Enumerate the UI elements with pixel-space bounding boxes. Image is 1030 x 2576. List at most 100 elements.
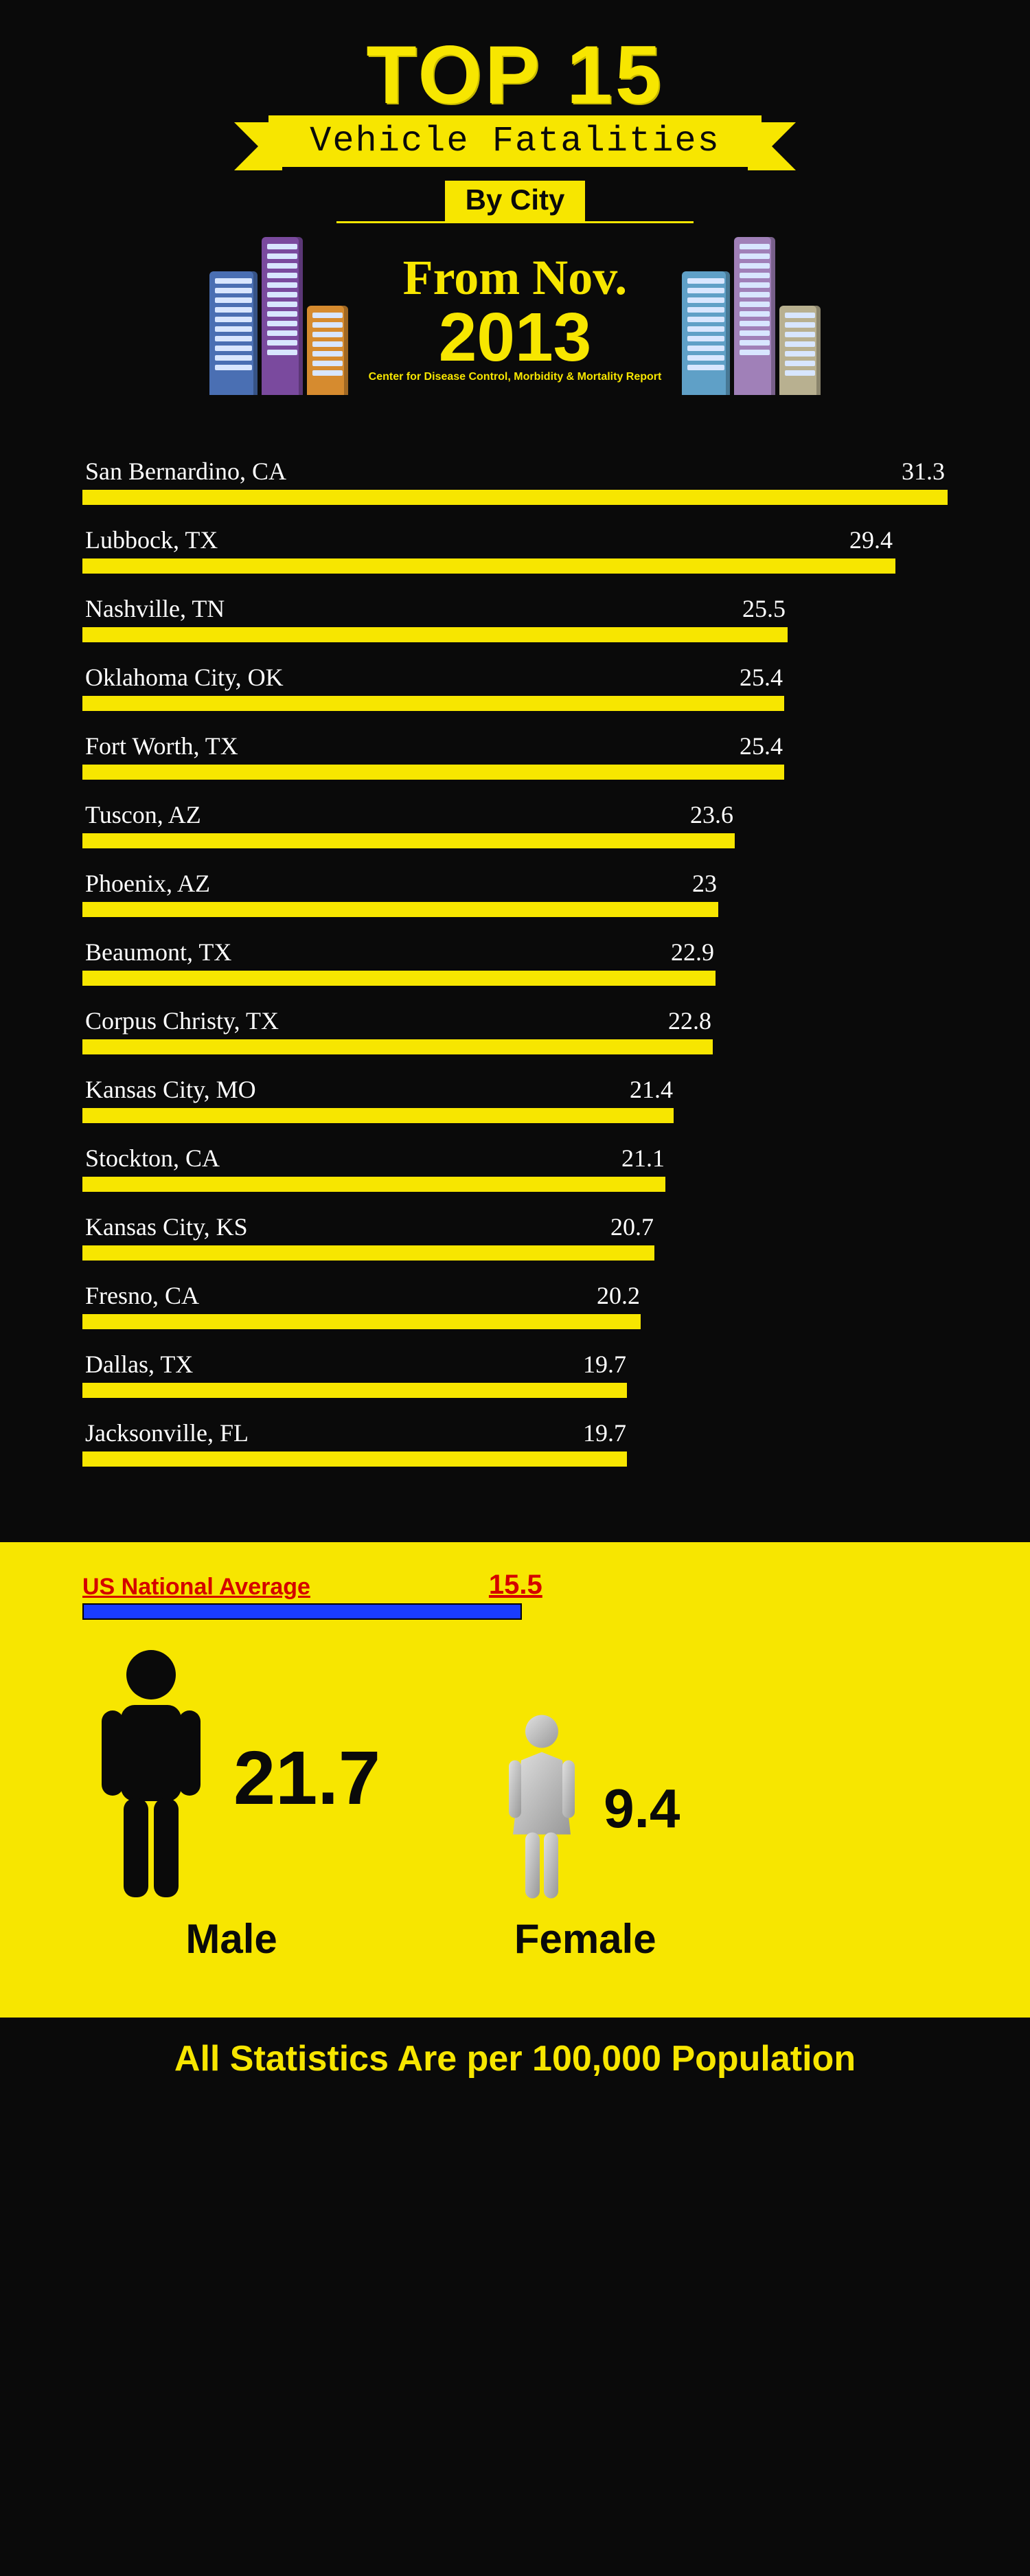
city-name: Kansas City, KS (85, 1212, 248, 1241)
city-value: 23.6 (690, 800, 733, 829)
city-name: Nashville, TN (85, 594, 225, 623)
us-avg-block: US National Average 15.5 (82, 1570, 948, 1620)
city-value: 20.7 (610, 1212, 654, 1241)
date-block: From Nov. 2013 Center for Disease Contro… (369, 249, 662, 383)
male-icon (82, 1647, 220, 1908)
ribbon: Vehicle Fatalities (268, 115, 762, 167)
by-city-label: By City (445, 181, 586, 221)
city-bar-track (82, 1245, 948, 1261)
city-name: San Bernardino, CA (85, 457, 286, 486)
city-bar-fill (82, 833, 735, 848)
city-name: Fresno, CA (85, 1281, 199, 1310)
city-bar-track (82, 1314, 948, 1329)
building-icon (307, 306, 348, 395)
city-row: Fresno, CA 20.2 (82, 1281, 948, 1329)
building-icon (734, 237, 775, 395)
city-value: 22.9 (671, 938, 714, 967)
city-row: Dallas, TX19.7 (82, 1350, 948, 1398)
building-icon (779, 306, 821, 395)
buildings-right-icon (682, 237, 821, 395)
date-row: From Nov. 2013 Center for Disease Contro… (14, 237, 1016, 395)
by-city-underline (336, 221, 694, 223)
city-bar-fill (82, 765, 784, 780)
city-name: Fort Worth, TX (85, 732, 238, 760)
city-value: 19.7 (583, 1350, 626, 1379)
city-name: Jacksonville, FL (85, 1419, 249, 1447)
city-bar-track (82, 1383, 948, 1398)
us-avg-label: US National Average (82, 1574, 310, 1601)
city-row: Fort Worth, TX 25.4 (82, 732, 948, 780)
city-name: Oklahoma City, OK (85, 663, 284, 692)
city-name: Kansas City, MO (85, 1075, 256, 1104)
us-avg-bar (82, 1603, 522, 1620)
female-block: 9.4 Female (490, 1709, 680, 1963)
city-bar-fill (82, 1108, 674, 1123)
male-label: Male (82, 1915, 380, 1963)
city-name: Phoenix, AZ (85, 869, 210, 898)
city-bar-fill (82, 696, 784, 711)
source-line: Center for Disease Control, Morbidity & … (369, 371, 662, 383)
female-icon (490, 1709, 593, 1908)
city-bar-track (82, 833, 948, 848)
city-row: Beaumont, TX 22.9 (82, 938, 948, 986)
city-name: Tuscon, AZ (85, 800, 201, 829)
city-bar-fill (82, 902, 718, 917)
city-bar-track (82, 1039, 948, 1054)
city-bar-track (82, 1451, 948, 1467)
city-value: 25.5 (742, 594, 786, 623)
male-value: 21.7 (233, 1735, 380, 1822)
city-value: 25.4 (740, 663, 783, 692)
building-icon (262, 237, 303, 395)
city-row: Oklahoma City, OK 25.4 (82, 663, 948, 711)
city-row: Stockton, CA 21.1 (82, 1144, 948, 1192)
city-value: 23 (692, 869, 717, 898)
city-name: Stockton, CA (85, 1144, 220, 1173)
city-name: Beaumont, TX (85, 938, 231, 967)
city-bar-track (82, 627, 948, 642)
city-value: 21.1 (621, 1144, 665, 1173)
header: TOP 15 Vehicle Fatalities By City From N… (0, 0, 1030, 409)
city-bar-track (82, 765, 948, 780)
city-row: Jacksonville, FL 19.7 (82, 1419, 948, 1467)
city-bar-track (82, 696, 948, 711)
female-value: 9.4 (604, 1777, 680, 1840)
from-nov: From Nov. (369, 249, 662, 306)
city-bar-fill (82, 1177, 665, 1192)
city-value: 21.4 (630, 1075, 673, 1104)
city-row: Nashville, TN 25.5 (82, 594, 948, 642)
city-bar-fill (82, 1245, 654, 1261)
city-bar-track (82, 971, 948, 986)
city-name: Lubbock, TX (85, 526, 218, 554)
city-bar-fill (82, 627, 788, 642)
city-value: 22.8 (668, 1006, 711, 1035)
female-label: Female (490, 1915, 680, 1963)
city-bar-track (82, 902, 948, 917)
city-value: 31.3 (902, 457, 945, 486)
city-value: 25.4 (740, 732, 783, 760)
city-value: 20.2 (597, 1281, 640, 1310)
city-bar-fill (82, 490, 948, 505)
city-name: Corpus Christy, TX (85, 1006, 279, 1035)
city-row: San Bernardino, CA 31.3 (82, 457, 948, 505)
city-row: Corpus Christy, TX 22.8 (82, 1006, 948, 1054)
gender-row: 21.7 Male (82, 1647, 948, 1963)
city-bar-track (82, 1177, 948, 1192)
us-avg-value: 15.5 (489, 1570, 542, 1601)
city-row: Kansas City, MO 21.4 (82, 1075, 948, 1123)
city-bar-fill (82, 971, 716, 986)
city-bar-fill (82, 1383, 627, 1398)
city-bar-fill (82, 1451, 627, 1467)
city-row: Kansas City, KS 20.7 (82, 1212, 948, 1261)
building-icon (209, 271, 258, 395)
city-bar-track (82, 1108, 948, 1123)
male-block: 21.7 Male (82, 1647, 380, 1963)
city-row: Phoenix, AZ 23 (82, 869, 948, 917)
city-value: 29.4 (849, 526, 893, 554)
ribbon-text: Vehicle Fatalities (310, 121, 720, 161)
city-row: Lubbock, TX 29.4 (82, 526, 948, 574)
city-bar-chart: San Bernardino, CA 31.3 Lubbock, TX 29.4 Nas… (0, 409, 1030, 1542)
city-value: 19.7 (583, 1419, 626, 1447)
city-row: Tuscon, AZ 23.6 (82, 800, 948, 848)
city-bar-fill (82, 1039, 713, 1054)
footer-panel: US National Average 15.5 21.7 (0, 1542, 1030, 2018)
